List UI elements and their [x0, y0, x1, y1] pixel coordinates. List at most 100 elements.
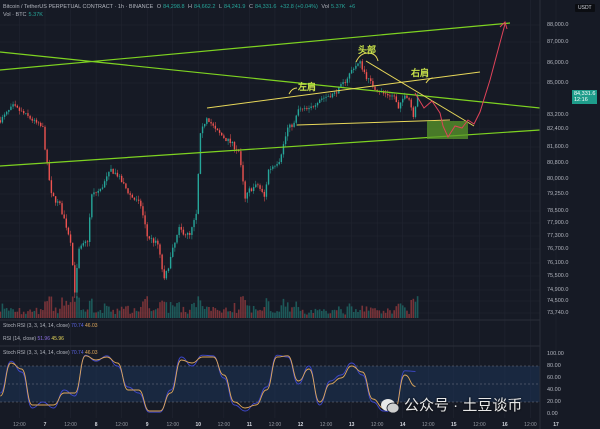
volume-bar: [163, 301, 166, 318]
watermark: 公众号 · 土豆谈币: [380, 397, 522, 414]
volume-bar: [144, 298, 146, 318]
candle: [108, 171, 110, 177]
volume-bar: [338, 306, 340, 318]
volume-bar: [159, 302, 161, 318]
volume-bar: [1, 303, 4, 318]
volume-bar: [274, 312, 276, 318]
volume-bar: [122, 308, 125, 318]
target-zone[interactable]: [427, 121, 468, 139]
candle: [214, 125, 217, 129]
rsi-legend[interactable]: RSI (14, close) 51.96 45.96: [3, 336, 64, 342]
left-shoulder-label: 左肩: [298, 82, 317, 92]
volume-bar: [42, 310, 44, 318]
candle: [8, 109, 10, 112]
candle: [276, 164, 278, 166]
candle: [191, 227, 193, 235]
volume-bar: [14, 311, 16, 318]
volume-bar: [50, 296, 53, 318]
volume-bar: [137, 311, 140, 318]
volume-bar: [169, 301, 172, 318]
candle: [172, 247, 174, 257]
price-tick: 74,500.0: [547, 298, 569, 304]
projection-arrow-icon: [499, 21, 508, 30]
volume-bar: [16, 311, 19, 318]
volume-bar: [114, 314, 117, 318]
open-value: 84,298.8: [163, 4, 185, 10]
projection-path[interactable]: [414, 23, 506, 139]
time-tick: 12:00: [115, 422, 128, 428]
candle: [144, 215, 146, 225]
price-tick: 77,900.0: [547, 220, 569, 226]
candle: [178, 227, 180, 236]
candle: [410, 99, 412, 108]
volume-bar: [112, 309, 114, 318]
candle: [287, 127, 289, 137]
currency-button[interactable]: USDT: [575, 4, 595, 12]
volume-bar: [406, 310, 408, 318]
candle: [246, 192, 248, 199]
candle: [65, 218, 67, 228]
volume-bar: [131, 312, 134, 318]
volume-bar: [352, 311, 355, 318]
volume-bar: [18, 308, 21, 318]
volume-bar: [333, 309, 336, 318]
candle: [306, 108, 308, 110]
candle: [284, 136, 287, 145]
stoch-rsi-legend-2[interactable]: Stoch RSI (3, 3, 14, 14, close) 70.74 46…: [3, 350, 98, 356]
candle: [40, 122, 42, 127]
stoch-rsi-legend[interactable]: Stoch RSI (3, 3, 14, 14, close) 70.74 46…: [3, 323, 98, 329]
candle: [274, 165, 276, 167]
volume-bar: [308, 312, 310, 318]
candle: [395, 96, 398, 103]
candle: [406, 95, 408, 99]
indicator-tick: 100.00: [547, 351, 564, 357]
candle: [169, 256, 172, 269]
drawings[interactable]: [0, 21, 541, 167]
volume-bar: [35, 307, 38, 318]
candle: [216, 128, 219, 131]
candle: [44, 126, 46, 150]
volume-bar: [184, 312, 187, 318]
candle: [95, 192, 97, 193]
time-tick: 12:00: [319, 422, 333, 428]
volume-bar: [410, 299, 413, 318]
volume-bar: [127, 305, 129, 318]
volume-bar: [86, 309, 89, 318]
neckline[interactable]: [296, 119, 451, 126]
volume-bar: [129, 313, 131, 318]
candle: [155, 240, 157, 243]
channel-top-line[interactable]: [0, 22, 511, 71]
candle: [91, 194, 93, 218]
volume-bar: [197, 296, 200, 318]
time-tick: 12:00: [64, 422, 77, 428]
volume-bar: [267, 301, 270, 318]
candle: [310, 106, 312, 109]
volume-bar: [359, 309, 361, 318]
volume-bar: [116, 308, 119, 318]
candle: [69, 234, 72, 243]
head-trendline[interactable]: [365, 60, 475, 127]
volume-bar: [199, 300, 202, 318]
symbol-title[interactable]: Bitcoin / TetherUS PERPETUAL CONTRACT · …: [3, 4, 154, 10]
volume-bar: [191, 303, 193, 318]
candle: [340, 84, 342, 87]
volume-bar: [259, 309, 261, 318]
candle: [52, 193, 55, 197]
volume-bar: [254, 309, 257, 318]
volume-bar: [384, 312, 387, 318]
price-tick: 73,740.0: [547, 310, 569, 316]
candle: [210, 121, 212, 124]
candle: [176, 235, 178, 243]
volume-bar: [380, 313, 383, 318]
candle: [150, 238, 153, 239]
volume-bar: [152, 310, 155, 318]
indicator-tick: 80.00: [547, 363, 561, 369]
descending-trendline[interactable]: [0, 51, 541, 109]
upper-neckline[interactable]: [206, 71, 481, 109]
time-tick: 12:00: [13, 422, 26, 428]
candle: [197, 173, 199, 214]
candle: [103, 181, 106, 188]
volume-bar: [233, 302, 236, 318]
volume-bar: [142, 301, 144, 318]
